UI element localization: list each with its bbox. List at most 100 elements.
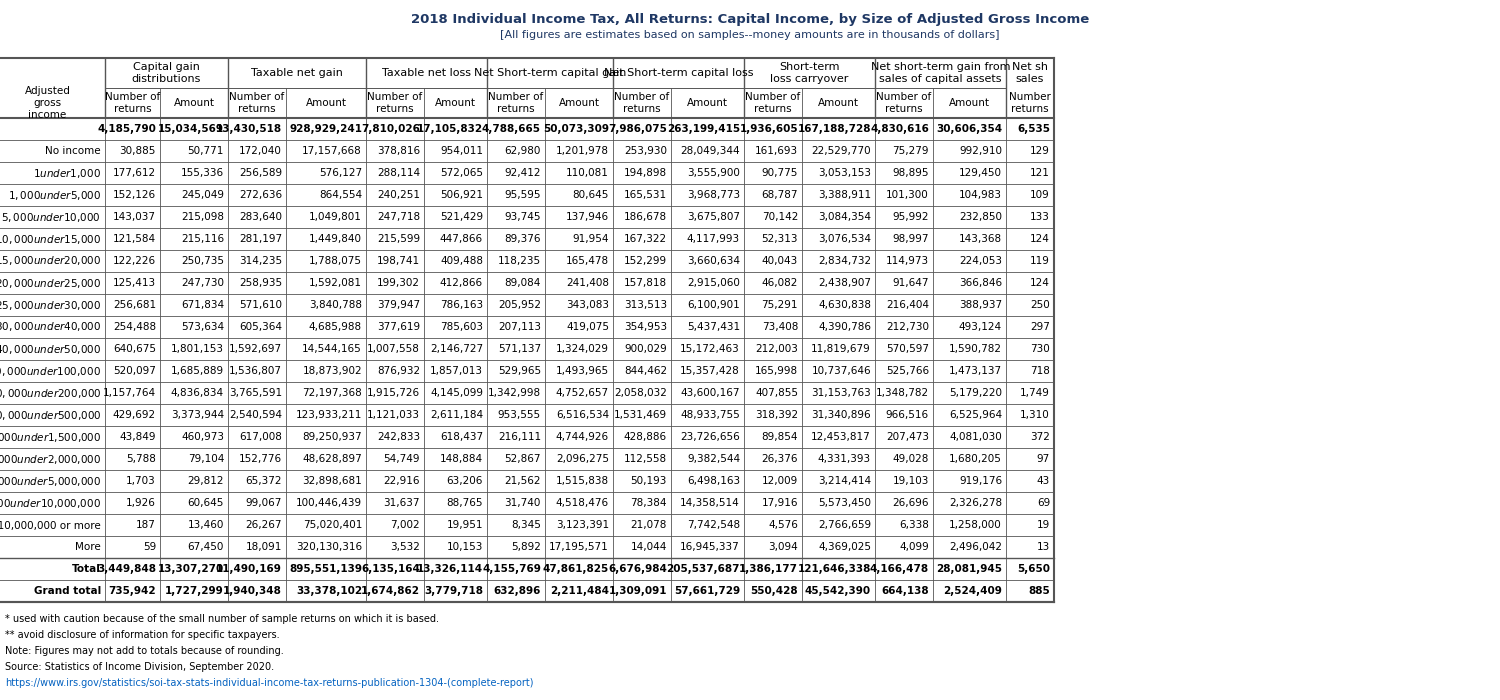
Text: 2,834,732: 2,834,732 bbox=[818, 256, 872, 266]
Text: 572,065: 572,065 bbox=[440, 168, 483, 178]
Text: 2,496,042: 2,496,042 bbox=[950, 542, 1002, 552]
Text: 30,606,354: 30,606,354 bbox=[936, 124, 1002, 134]
Text: 2,915,060: 2,915,060 bbox=[687, 278, 740, 288]
Text: 114,973: 114,973 bbox=[886, 256, 928, 266]
Text: 98,895: 98,895 bbox=[892, 168, 928, 178]
Text: Grand total: Grand total bbox=[33, 586, 101, 596]
Text: 895,551,139: 895,551,139 bbox=[290, 564, 362, 574]
Text: $1 under $1,000: $1 under $1,000 bbox=[33, 167, 101, 179]
Text: 4,331,393: 4,331,393 bbox=[818, 454, 872, 464]
Text: 47,861,825: 47,861,825 bbox=[543, 564, 609, 574]
Text: ** avoid disclosure of information for specific taxpayers.: ** avoid disclosure of information for s… bbox=[4, 630, 279, 640]
Text: 121,584: 121,584 bbox=[112, 234, 156, 244]
Text: 1,386,177: 1,386,177 bbox=[740, 564, 798, 574]
Text: 4,752,657: 4,752,657 bbox=[556, 388, 609, 398]
Text: 4,830,616: 4,830,616 bbox=[870, 124, 928, 134]
Text: 2,096,275: 2,096,275 bbox=[556, 454, 609, 464]
Text: 407,855: 407,855 bbox=[754, 388, 798, 398]
Text: 2,611,184: 2,611,184 bbox=[430, 410, 483, 420]
Text: $100,000 under $200,000: $100,000 under $200,000 bbox=[0, 386, 100, 400]
Text: 1,857,013: 1,857,013 bbox=[430, 366, 483, 376]
Text: 43,600,167: 43,600,167 bbox=[681, 388, 740, 398]
Text: 69: 69 bbox=[1036, 498, 1050, 508]
Text: 966,516: 966,516 bbox=[886, 410, 928, 420]
Text: Amount: Amount bbox=[558, 98, 600, 108]
Text: 3,123,391: 3,123,391 bbox=[556, 520, 609, 530]
Text: 550,428: 550,428 bbox=[750, 586, 798, 596]
Text: 67,450: 67,450 bbox=[188, 542, 224, 552]
Text: 5,179,220: 5,179,220 bbox=[950, 388, 1002, 398]
Text: 19,103: 19,103 bbox=[892, 476, 928, 486]
Text: 13,430,518: 13,430,518 bbox=[216, 124, 282, 134]
Text: 118,235: 118,235 bbox=[498, 256, 542, 266]
Text: Short-term
loss carryover: Short-term loss carryover bbox=[771, 62, 849, 84]
Text: 31,340,896: 31,340,896 bbox=[812, 410, 871, 420]
Text: 6,498,163: 6,498,163 bbox=[687, 476, 740, 486]
Text: 48,933,755: 48,933,755 bbox=[680, 410, 740, 420]
Text: 4,081,030: 4,081,030 bbox=[950, 432, 1002, 442]
Text: 1,674,862: 1,674,862 bbox=[362, 586, 420, 596]
Text: 258,935: 258,935 bbox=[238, 278, 282, 288]
Text: 31,740: 31,740 bbox=[504, 498, 542, 508]
Text: 92,412: 92,412 bbox=[504, 168, 542, 178]
Text: 573,634: 573,634 bbox=[182, 322, 224, 332]
Text: 148,884: 148,884 bbox=[440, 454, 483, 464]
Text: 4,390,786: 4,390,786 bbox=[818, 322, 872, 332]
Text: Amount: Amount bbox=[950, 98, 990, 108]
Text: 493,124: 493,124 bbox=[958, 322, 1002, 332]
Text: 1,703: 1,703 bbox=[126, 476, 156, 486]
Text: 152,299: 152,299 bbox=[624, 256, 668, 266]
Text: 167,322: 167,322 bbox=[624, 234, 668, 244]
Text: 101,300: 101,300 bbox=[886, 190, 928, 200]
Text: 1,592,081: 1,592,081 bbox=[309, 278, 362, 288]
Text: 5,892: 5,892 bbox=[512, 542, 542, 552]
Text: 59: 59 bbox=[142, 542, 156, 552]
Text: 62,980: 62,980 bbox=[504, 146, 542, 156]
Text: Net Short-term capital gain: Net Short-term capital gain bbox=[474, 68, 626, 78]
Text: 31,637: 31,637 bbox=[384, 498, 420, 508]
Text: 3,449,848: 3,449,848 bbox=[98, 564, 156, 574]
Text: $200,000 under $500,000: $200,000 under $500,000 bbox=[0, 409, 100, 421]
Text: 215,116: 215,116 bbox=[182, 234, 224, 244]
Text: 177,612: 177,612 bbox=[112, 168, 156, 178]
Text: 247,718: 247,718 bbox=[376, 212, 420, 222]
Text: 6,535: 6,535 bbox=[1017, 124, 1050, 134]
Text: 447,866: 447,866 bbox=[440, 234, 483, 244]
Text: 70,142: 70,142 bbox=[762, 212, 798, 222]
Text: 165,998: 165,998 bbox=[754, 366, 798, 376]
Text: 199,302: 199,302 bbox=[376, 278, 420, 288]
Text: 6,676,984: 6,676,984 bbox=[608, 564, 668, 574]
Text: 7,002: 7,002 bbox=[390, 520, 420, 530]
Text: 13,326,114: 13,326,114 bbox=[417, 564, 483, 574]
Text: 90,775: 90,775 bbox=[762, 168, 798, 178]
Text: 4,744,926: 4,744,926 bbox=[556, 432, 609, 442]
Text: 3,555,900: 3,555,900 bbox=[687, 168, 740, 178]
Text: Amount: Amount bbox=[818, 98, 860, 108]
Text: 409,488: 409,488 bbox=[440, 256, 483, 266]
Text: 377,619: 377,619 bbox=[376, 322, 420, 332]
Text: Note: Figures may not add to totals because of rounding.: Note: Figures may not add to totals beca… bbox=[4, 646, 284, 656]
Text: 428,886: 428,886 bbox=[624, 432, 668, 442]
Text: 15,034,569: 15,034,569 bbox=[158, 124, 224, 134]
Text: 3,840,788: 3,840,788 bbox=[309, 300, 362, 310]
Text: $2,000,000 under $5,000,000: $2,000,000 under $5,000,000 bbox=[0, 475, 100, 487]
Text: 4,630,838: 4,630,838 bbox=[818, 300, 872, 310]
Text: 11,490,169: 11,490,169 bbox=[216, 564, 282, 574]
Text: 1,449,840: 1,449,840 bbox=[309, 234, 362, 244]
Text: $50,000 under $100,000: $50,000 under $100,000 bbox=[0, 365, 100, 377]
Text: 45,542,390: 45,542,390 bbox=[806, 586, 871, 596]
Text: 247,730: 247,730 bbox=[182, 278, 224, 288]
Text: 3,660,634: 3,660,634 bbox=[687, 256, 740, 266]
Text: 242,833: 242,833 bbox=[376, 432, 420, 442]
Text: 1,801,153: 1,801,153 bbox=[171, 344, 224, 354]
Text: 11,819,679: 11,819,679 bbox=[812, 344, 871, 354]
Text: $1,500,000 under $2,000,000: $1,500,000 under $2,000,000 bbox=[0, 452, 100, 466]
Text: [All figures are estimates based on samples--money amounts are in thousands of d: [All figures are estimates based on samp… bbox=[500, 30, 999, 40]
Text: Taxable net gain: Taxable net gain bbox=[251, 68, 344, 78]
Text: 216,404: 216,404 bbox=[886, 300, 928, 310]
Text: 119: 119 bbox=[1030, 256, 1050, 266]
Text: 288,114: 288,114 bbox=[376, 168, 420, 178]
Text: 1,531,469: 1,531,469 bbox=[614, 410, 668, 420]
Text: 26,376: 26,376 bbox=[762, 454, 798, 464]
Text: 1,121,033: 1,121,033 bbox=[368, 410, 420, 420]
